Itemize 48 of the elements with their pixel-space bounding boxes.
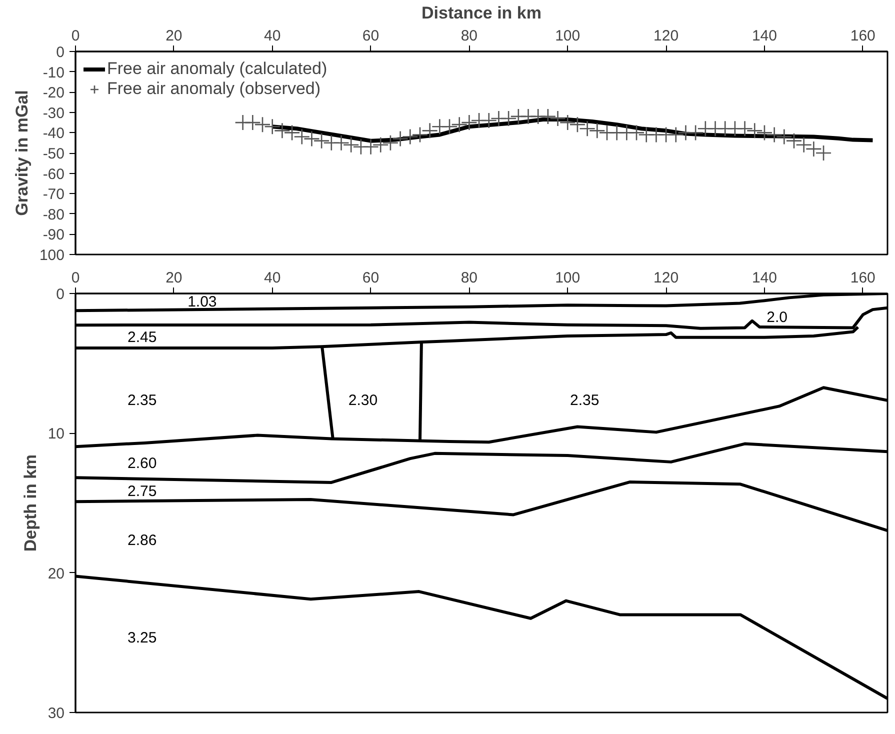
y-tick-label: -90 [42, 226, 65, 244]
x-tick-label: 160 [850, 28, 876, 44]
x-tick-label: 40 [264, 28, 281, 44]
x-tick-label: 40 [264, 270, 281, 286]
y-tick-label: -10 [42, 64, 65, 82]
annotation: 2.45 [127, 329, 157, 346]
y-tick-label: 10 [48, 426, 65, 443]
x-tick-label: 80 [460, 270, 478, 286]
x-tick-label: 0 [71, 28, 80, 44]
y-tick-label: 0 [56, 286, 64, 303]
x-tick-label: 120 [654, 270, 679, 286]
annotation: 2.30 [348, 392, 378, 410]
annotation: 2.75 [127, 482, 157, 500]
annotation: 2.0 [766, 309, 788, 326]
annotation: 2.86 [127, 532, 157, 549]
legend-label: Free air anomaly (calculated) [107, 59, 328, 79]
x-tick-label: 60 [362, 28, 380, 44]
annotation: 2.60 [127, 454, 157, 472]
y-tick-label: 0 [56, 44, 64, 61]
y-axis-title: Depth in km [20, 454, 40, 552]
x-tick-label: 80 [460, 28, 478, 44]
annotation: 2.35 [127, 392, 157, 410]
y-tick-label: -40 [42, 125, 65, 142]
x-tick-label: 160 [850, 270, 876, 286]
x-tick-label: 140 [752, 28, 777, 44]
y-tick-label: 20 [48, 565, 65, 582]
y-tick-label: -80 [42, 206, 65, 224]
y-tick-label: 100 [39, 247, 65, 264]
y-tick-label: 30 [48, 705, 65, 722]
x-tick-label: 140 [752, 270, 777, 286]
x-tick-label: 120 [654, 28, 679, 44]
y-tick-label: -50 [42, 146, 65, 162]
x-tick-label: 20 [166, 270, 182, 286]
y-tick-label: -60 [42, 166, 65, 183]
legend-label: Free air anomaly (observed) [107, 79, 321, 99]
y-tick-label: -30 [42, 104, 65, 122]
annotation: 2.35 [570, 392, 600, 410]
x-tick-label: 0 [71, 270, 80, 286]
x-tick-label: 60 [362, 270, 380, 286]
y-axis-title: Gravity in mGal [12, 90, 32, 216]
y-tick-label: -20 [42, 84, 65, 102]
y-tick-label: -70 [42, 186, 65, 204]
annotation: 1.03 [188, 294, 217, 311]
x-tick-label: 100 [555, 270, 580, 286]
annotation: 3.25 [127, 630, 157, 647]
x-tick-label: 20 [166, 28, 182, 44]
x-tick-label: 100 [555, 28, 580, 44]
x-axis-title: Distance in km [422, 4, 542, 22]
